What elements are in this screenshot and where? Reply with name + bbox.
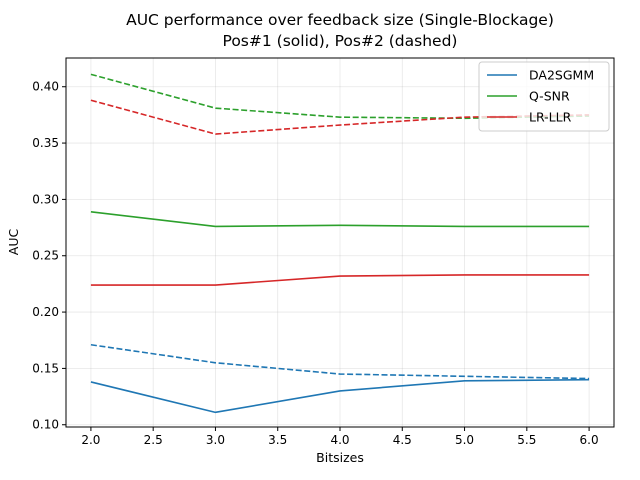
- series-line-lr-llr-dashed: [90, 99, 590, 135]
- series-line-da2sgmm-dashed: [90, 343, 590, 380]
- y-tick-label: 0.20: [32, 305, 59, 319]
- legend-label-lr-llr: LR-LLR: [529, 110, 572, 125]
- x-tick-label: 2.5: [144, 433, 163, 447]
- x-tick-label: 4.0: [330, 433, 349, 447]
- legend-items: DA2SGMM Q-SNR LR-LLR: [487, 68, 594, 125]
- x-tick-label: 5.0: [455, 433, 474, 447]
- series-line-q-snr-solid: [90, 211, 590, 228]
- x-tick-label: 3.5: [268, 433, 287, 447]
- y-tick-label: 0.10: [32, 418, 59, 432]
- legend-label-q-snr: Q-SNR: [529, 89, 570, 104]
- x-tick-label: 6.0: [580, 433, 599, 447]
- legend: DA2SGMM Q-SNR LR-LLR: [478, 61, 610, 132]
- chart-title: AUC performance over feedback size (Sing…: [126, 11, 554, 29]
- series-line-lr-llr-solid: [90, 274, 590, 286]
- x-tick-label: 3.0: [206, 433, 225, 447]
- y-axis-ticks: 0.10 0.15 0.20 0.25 0.30 0.35 0.40: [32, 80, 66, 432]
- legend-label-da2sgmm: DA2SGMM: [529, 68, 594, 83]
- y-tick-label: 0.25: [32, 249, 59, 263]
- series-line-da2sgmm-solid: [90, 378, 590, 414]
- x-axis-ticks: 2.0 2.5 3.0 3.5 4.0 4.5 5.0 5.5 6.0: [81, 427, 599, 447]
- y-axis-label: AUC: [6, 229, 21, 256]
- y-tick-label: 0.15: [32, 361, 59, 375]
- series-layer: [90, 73, 590, 414]
- y-tick-label: 0.30: [32, 192, 59, 206]
- x-tick-label: 4.5: [393, 433, 412, 447]
- y-tick-label: 0.35: [32, 136, 59, 150]
- x-tick-label: 5.5: [517, 433, 536, 447]
- legend-frame: [478, 61, 610, 132]
- grid-layer: [66, 58, 614, 427]
- y-tick-label: 0.40: [32, 80, 59, 94]
- series-line-q-snr-dashed: [90, 73, 590, 120]
- x-tick-label: 2.0: [81, 433, 100, 447]
- chart-subtitle: Pos#1 (solid), Pos#2 (dashed): [223, 32, 458, 50]
- x-axis-label: Bitsizes: [316, 450, 364, 465]
